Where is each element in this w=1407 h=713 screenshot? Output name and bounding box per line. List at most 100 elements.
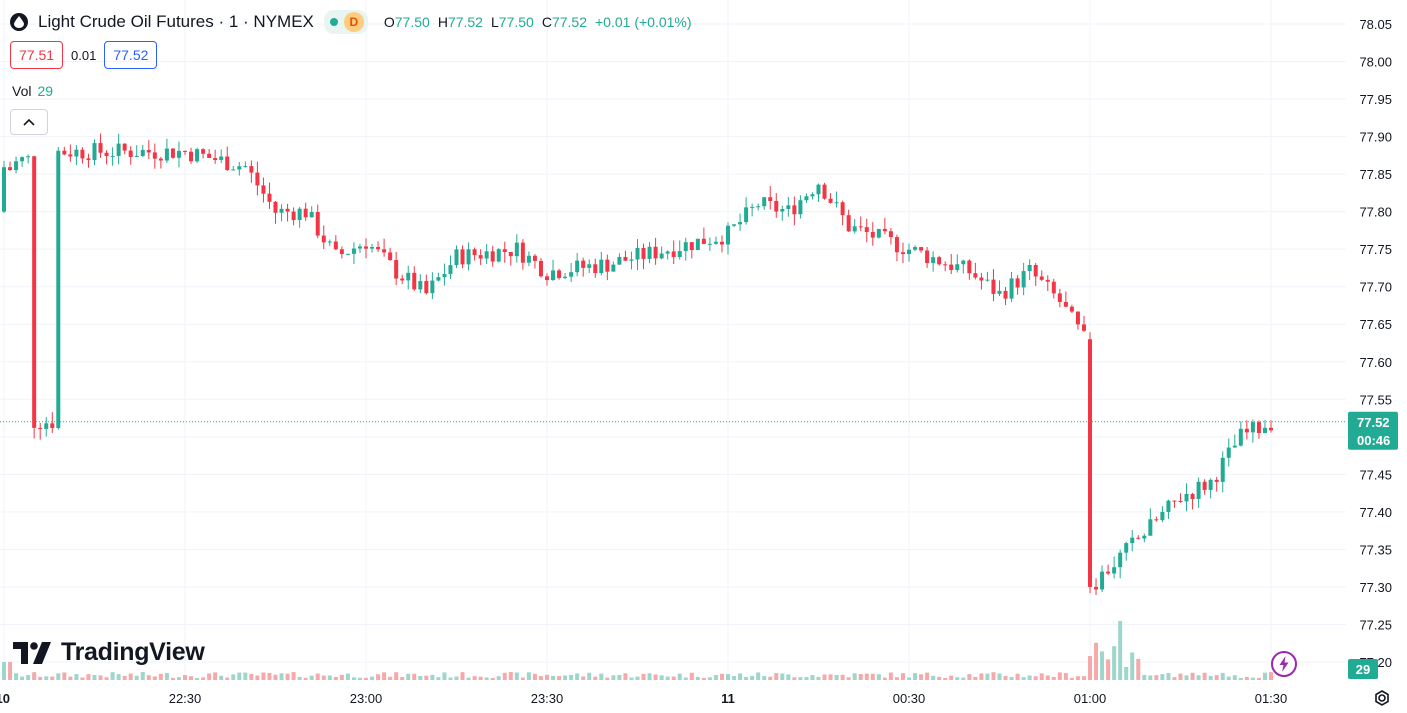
candle-body bbox=[249, 166, 254, 173]
volume-bar bbox=[569, 674, 574, 680]
volume-bar bbox=[249, 673, 254, 680]
volume-bar bbox=[701, 677, 706, 680]
candle-body bbox=[158, 158, 163, 161]
candle-body bbox=[557, 270, 562, 279]
candle-body bbox=[164, 148, 169, 161]
volume-bar bbox=[1238, 677, 1243, 680]
volume-bar bbox=[1003, 675, 1008, 680]
candle-body bbox=[1100, 571, 1105, 590]
candle-body bbox=[237, 166, 242, 170]
candle-body bbox=[243, 166, 248, 168]
candle-body bbox=[1124, 543, 1129, 553]
candle-body bbox=[303, 208, 308, 218]
volume-bar bbox=[1136, 658, 1141, 680]
change-value: +0.01 (+0.01%) bbox=[595, 14, 692, 30]
volume-bar bbox=[1226, 676, 1231, 680]
candle-body bbox=[520, 242, 525, 263]
volume-bar bbox=[1166, 673, 1171, 680]
high-label: H bbox=[437, 14, 448, 30]
volume-bar bbox=[1069, 677, 1074, 680]
collapse-legend-button[interactable] bbox=[10, 109, 48, 135]
candle-body bbox=[1172, 500, 1177, 502]
volume-bar bbox=[382, 672, 387, 680]
volume-bar bbox=[798, 677, 803, 680]
price-tick-label: 77.45 bbox=[1359, 467, 1392, 482]
volume-bar bbox=[201, 677, 206, 680]
candle-body bbox=[406, 272, 411, 281]
volume-bar bbox=[1033, 676, 1038, 680]
candle-body bbox=[1196, 481, 1201, 499]
candle-body bbox=[894, 237, 899, 253]
candle-body bbox=[985, 279, 990, 281]
volume-bar bbox=[345, 673, 350, 680]
volume-bar bbox=[768, 676, 773, 680]
volume-bar bbox=[189, 676, 194, 680]
candle-body bbox=[611, 264, 616, 272]
volume-bar bbox=[762, 676, 767, 680]
candle-body bbox=[1142, 535, 1147, 539]
candle-body bbox=[1178, 500, 1183, 502]
volume-bar bbox=[677, 673, 682, 680]
tradingview-logo[interactable]: TradingView bbox=[13, 638, 205, 667]
buy-button[interactable]: 77.52 bbox=[104, 41, 158, 69]
volume-bar bbox=[418, 675, 423, 680]
trade-buttons: 77.51 0.01 77.52 bbox=[10, 41, 158, 69]
close-label: C bbox=[541, 14, 552, 30]
candle-body bbox=[1208, 479, 1213, 490]
candle-body bbox=[134, 155, 139, 157]
volume-bar bbox=[297, 676, 302, 680]
volume-bar bbox=[1214, 675, 1219, 680]
candle-body bbox=[792, 205, 797, 215]
close-value: 77.52 bbox=[551, 14, 587, 30]
volume-bar bbox=[176, 677, 181, 680]
candle-body bbox=[623, 256, 628, 261]
candle-body bbox=[400, 278, 405, 281]
candle-body bbox=[207, 153, 212, 159]
volume-bar bbox=[647, 673, 652, 680]
candle-body bbox=[919, 247, 924, 251]
volume-bar bbox=[170, 677, 175, 680]
candle-body bbox=[86, 158, 91, 161]
candle-body bbox=[44, 423, 49, 429]
candle-body bbox=[231, 169, 236, 171]
candle-body bbox=[80, 149, 85, 159]
candle-body bbox=[502, 249, 507, 252]
candle-body bbox=[852, 226, 857, 232]
candle-body bbox=[1009, 278, 1014, 299]
sell-button[interactable]: 77.51 bbox=[10, 41, 64, 69]
volume-bar bbox=[303, 677, 308, 680]
symbol-title[interactable]: Light Crude Oil Futures · 1 · NYMEX bbox=[38, 12, 314, 31]
tradingview-logo-icon bbox=[13, 641, 51, 664]
candle-body bbox=[1069, 306, 1074, 312]
candle-body bbox=[20, 157, 25, 162]
volume-bar bbox=[1232, 675, 1237, 680]
settings-icon[interactable] bbox=[1371, 687, 1393, 709]
market-status-pill[interactable]: D bbox=[323, 10, 368, 34]
candle-body bbox=[370, 246, 375, 249]
volume-bars bbox=[2, 621, 1273, 680]
volume-bar bbox=[1202, 672, 1207, 680]
volume-bar bbox=[1081, 676, 1086, 680]
candle-body bbox=[804, 196, 809, 201]
volume-bar bbox=[20, 676, 25, 680]
volume-bar bbox=[695, 676, 700, 680]
open-value: 77.50 bbox=[394, 14, 430, 30]
candle-body bbox=[146, 149, 151, 153]
volume-bar bbox=[327, 675, 332, 680]
candle-body bbox=[376, 246, 381, 250]
candle-body bbox=[309, 212, 314, 218]
volume-bar bbox=[1269, 672, 1273, 680]
candle-body bbox=[997, 290, 1002, 294]
volume-bar bbox=[689, 672, 694, 680]
lightning-icon[interactable] bbox=[1270, 650, 1298, 678]
candle-body bbox=[1021, 271, 1026, 288]
candle-body bbox=[810, 194, 815, 197]
volume-bar bbox=[1142, 674, 1147, 680]
volume-bar bbox=[213, 672, 218, 680]
candle-body bbox=[351, 248, 356, 254]
price-tick-label: 78.00 bbox=[1359, 55, 1392, 70]
volume-bar bbox=[563, 675, 568, 680]
candle-body bbox=[122, 143, 127, 151]
candle-body bbox=[587, 264, 592, 268]
